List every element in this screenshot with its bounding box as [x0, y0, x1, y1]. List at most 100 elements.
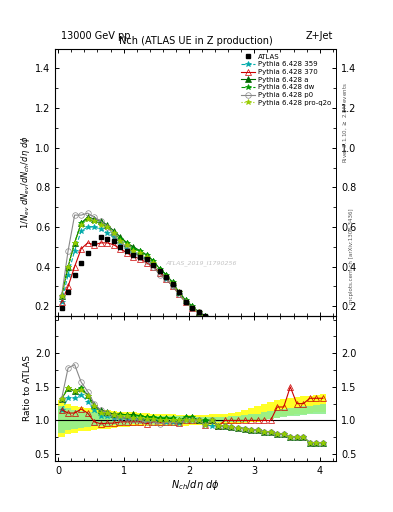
Line: Pythia 6.428 p0: Pythia 6.428 p0 [59, 210, 326, 345]
Pythia 6.428 a [131, 244, 136, 250]
Pythia 6.428 a [196, 309, 201, 315]
Pythia 6.428 359 [72, 248, 77, 254]
Pythia 6.428 370 [184, 299, 188, 305]
Pythia 6.428 a [281, 335, 286, 341]
Pythia 6.428 pro-q2o [105, 224, 110, 230]
Pythia 6.428 pro-q2o [138, 250, 142, 256]
Pythia 6.428 pro-q2o [281, 335, 286, 341]
Pythia 6.428 pro-q2o [288, 337, 293, 343]
Pythia 6.428 dw [105, 224, 110, 230]
Pythia 6.428 p0 [184, 299, 188, 305]
Pythia 6.428 dw [72, 240, 77, 246]
Pythia 6.428 359 [255, 331, 260, 337]
Pythia 6.428 370 [92, 242, 97, 248]
Text: mcplots.cern.ch [arXiv:1306.3436]: mcplots.cern.ch [arXiv:1306.3436] [349, 208, 354, 304]
Pythia 6.428 pro-q2o [222, 323, 227, 329]
Pythia 6.428 359 [98, 226, 103, 232]
Pythia 6.428 pro-q2o [268, 333, 273, 339]
Pythia 6.428 dw [66, 264, 70, 270]
Pythia 6.428 dw [268, 333, 273, 339]
Pythia 6.428 370 [209, 317, 214, 323]
Pythia 6.428 370 [125, 250, 129, 256]
Pythia 6.428 pro-q2o [236, 327, 241, 333]
Pythia 6.428 370 [85, 240, 90, 246]
ATLAS [190, 305, 195, 311]
Pythia 6.428 pro-q2o [314, 339, 319, 345]
Pythia 6.428 359 [216, 321, 221, 327]
Pythia 6.428 p0 [66, 248, 70, 254]
Pythia 6.428 pro-q2o [294, 337, 299, 343]
Pythia 6.428 370 [307, 335, 312, 341]
Pythia 6.428 pro-q2o [249, 331, 253, 337]
Pythia 6.428 dw [196, 309, 201, 315]
Pythia 6.428 359 [275, 335, 279, 341]
Pythia 6.428 dw [222, 323, 227, 329]
ATLAS [59, 305, 64, 311]
ATLAS [184, 299, 188, 305]
Pythia 6.428 a [229, 325, 234, 331]
Pythia 6.428 a [288, 337, 293, 343]
Pythia 6.428 dw [255, 331, 260, 337]
Pythia 6.428 pro-q2o [164, 273, 169, 280]
ATLAS [262, 331, 266, 337]
Pythia 6.428 pro-q2o [125, 242, 129, 248]
Pythia 6.428 a [321, 339, 325, 345]
Pythia 6.428 359 [229, 325, 234, 331]
Pythia 6.428 pro-q2o [66, 264, 70, 270]
ATLAS [79, 260, 84, 266]
ATLAS [196, 309, 201, 315]
Pythia 6.428 p0 [72, 212, 77, 218]
Pythia 6.428 dw [131, 246, 136, 252]
Pythia 6.428 pro-q2o [79, 222, 84, 228]
Pythia 6.428 p0 [112, 232, 116, 238]
Pythia 6.428 359 [125, 246, 129, 252]
Pythia 6.428 370 [72, 264, 77, 270]
Pythia 6.428 359 [294, 337, 299, 343]
Pythia 6.428 370 [170, 283, 175, 289]
ATLAS [170, 282, 175, 288]
Pythia 6.428 p0 [118, 240, 123, 246]
Pythia 6.428 p0 [144, 258, 149, 264]
Pythia 6.428 359 [138, 252, 142, 258]
Pythia 6.428 pro-q2o [301, 337, 306, 343]
Pythia 6.428 a [294, 337, 299, 343]
Pythia 6.428 dw [229, 325, 234, 331]
ATLAS [131, 252, 136, 258]
Pythia 6.428 dw [59, 293, 64, 300]
Pythia 6.428 p0 [301, 337, 306, 343]
Pythia 6.428 a [118, 234, 123, 240]
Pythia 6.428 pro-q2o [118, 238, 123, 244]
ATLAS [307, 337, 312, 343]
ATLAS [138, 253, 142, 260]
Pythia 6.428 pro-q2o [177, 289, 182, 295]
Pythia 6.428 pro-q2o [144, 253, 149, 260]
Pythia 6.428 p0 [242, 329, 247, 335]
Pythia 6.428 p0 [229, 325, 234, 331]
Pythia 6.428 370 [275, 331, 279, 337]
Pythia 6.428 p0 [288, 337, 293, 343]
Pythia 6.428 a [184, 297, 188, 304]
Pythia 6.428 370 [138, 255, 142, 262]
Line: Pythia 6.428 a: Pythia 6.428 a [59, 215, 326, 345]
Pythia 6.428 370 [151, 264, 155, 270]
Pythia 6.428 dw [275, 335, 279, 341]
Pythia 6.428 370 [196, 309, 201, 315]
Pythia 6.428 dw [190, 303, 195, 309]
Pythia 6.428 p0 [131, 250, 136, 256]
Pythia 6.428 pro-q2o [216, 321, 221, 327]
Pythia 6.428 p0 [203, 315, 208, 321]
Pythia 6.428 370 [294, 333, 299, 339]
Pythia 6.428 dw [262, 333, 266, 339]
Pythia 6.428 359 [112, 234, 116, 240]
Pythia 6.428 dw [170, 280, 175, 286]
Pythia 6.428 pro-q2o [196, 309, 201, 315]
Pythia 6.428 370 [177, 291, 182, 297]
Pythia 6.428 p0 [85, 210, 90, 216]
Pythia 6.428 a [255, 331, 260, 337]
ATLAS [151, 262, 155, 268]
ATLAS [177, 289, 182, 295]
ATLAS [301, 335, 306, 341]
ATLAS [72, 271, 77, 278]
Pythia 6.428 dw [112, 230, 116, 236]
Pythia 6.428 dw [79, 220, 84, 226]
